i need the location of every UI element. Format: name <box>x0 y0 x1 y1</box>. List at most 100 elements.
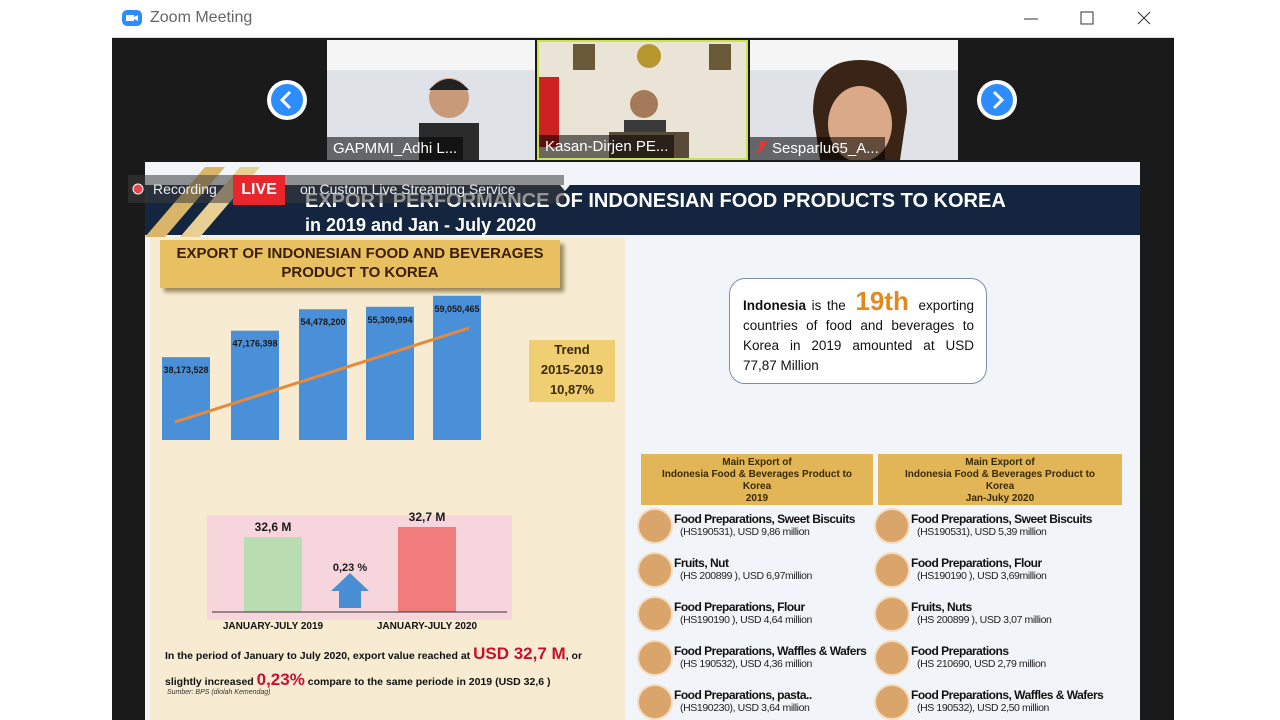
dropdown-caret[interactable] <box>560 185 570 193</box>
charts: 38,173,528 47,176,398 54,478,200 55,309,994… <box>162 295 512 632</box>
product-detail: (HS190531), USD 9,86 million <box>680 526 810 538</box>
product-icon <box>637 552 673 588</box>
note-text: , or <box>565 650 583 662</box>
product-name: Fruits, Nut <box>674 556 729 570</box>
header-line: 2019 <box>745 493 769 504</box>
product-name: Food Preparations <box>911 644 1009 658</box>
rank-text: is the <box>811 298 846 313</box>
header-line: Indonesia Food & Beverages Product to <box>661 469 853 480</box>
product-detail: (HS190190 ), USD 4,64 million <box>680 614 812 626</box>
value-label: 54,478,200 <box>300 317 345 327</box>
value-label: 59,050,465 <box>434 304 479 314</box>
product-name: Food Preparations, Sweet Biscuits <box>674 512 855 526</box>
rank-box: Indonesia is the 19th exporting countrie… <box>729 278 987 384</box>
next-page[interactable] <box>976 79 1020 123</box>
note-text: slightly increased <box>165 676 254 688</box>
bar <box>433 295 481 440</box>
shared-slide: EXPORT PERFORMANCE OF INDONESIAN FOOD PR… <box>145 162 1140 720</box>
value-label: 32,6 M <box>255 520 292 534</box>
value-label: 32,7 M <box>409 510 446 524</box>
table-item: Food Preparations, pasta.. (HS190230), US… <box>674 688 906 714</box>
maximize[interactable] <box>1080 11 1094 25</box>
product-icon <box>637 596 673 632</box>
table-item: Food Preparations (HS 210690, USD 2,79 mi… <box>911 644 1140 670</box>
participant-name: Kasan-Dirjen PE... <box>539 135 675 158</box>
rank-value: 19th <box>855 286 909 316</box>
product-icon <box>874 596 910 632</box>
value-label: 38,173,528 <box>163 365 208 375</box>
product-detail: (HS 210690, USD 2,79 million <box>917 658 1046 670</box>
live-badge[interactable]: LIVE <box>233 175 285 205</box>
product-icon <box>874 552 910 588</box>
note-highlight: 0,23% <box>256 670 305 689</box>
bar <box>244 537 302 612</box>
trend-line <box>174 326 470 424</box>
trend-label: Trend <box>554 342 590 357</box>
product-name: Food Preparations, Sweet Biscuits <box>911 512 1092 526</box>
note-text: In the period of January to July 2020, e… <box>165 650 471 662</box>
product-detail: (HS 200899 ), USD 6,97million <box>680 570 812 582</box>
product-detail: (HS190531), USD 5,39 million <box>917 526 1047 538</box>
zoom-icon <box>122 10 142 26</box>
product-name: Food Preparations, Flour <box>674 600 805 614</box>
product-icon <box>637 684 673 720</box>
trend-value: 10,87% <box>549 382 595 397</box>
x-tick-label: JANUARY-JULY 2020 <box>377 621 478 632</box>
stream-service[interactable]: on Custom Live Streaming Service <box>300 181 516 197</box>
recording-status: Recording <box>153 181 217 197</box>
value-label: 55,309,994 <box>367 315 412 325</box>
value-label: 47,176,398 <box>232 339 277 349</box>
product-icon <box>874 684 910 720</box>
table-item: Fruits, Nut (HS 200899 ), USD 6,97million <box>674 556 906 582</box>
product-name: Food Preparations, pasta.. <box>674 688 812 702</box>
product-detail: (HS190230), USD 3,64 million <box>680 702 810 714</box>
summary-note: In the period of January to July 2020, e… <box>165 642 625 694</box>
muted-icon <box>756 140 768 154</box>
bar <box>398 527 456 612</box>
bar <box>231 330 279 440</box>
note-text: compare to the same periode in 2019 (USD… <box>307 676 551 688</box>
participant-name: Sesparlu65_A... <box>750 137 885 160</box>
product-detail: (HS190190 ), USD 3,69million <box>917 570 1047 582</box>
rank-subject: Indonesia <box>743 298 807 313</box>
product-icon <box>637 640 673 676</box>
header-line: Korea <box>742 481 772 492</box>
video-tile[interactable]: Sesparlu65_A... <box>750 40 958 160</box>
product-detail: (HS 190532), USD 4,36 million <box>680 658 812 670</box>
recording-bar: Recording LIVE on Custom Live Streaming … <box>128 175 570 205</box>
close[interactable] <box>1137 11 1151 25</box>
rank-text: exporting countries of food and beverage… <box>743 298 974 373</box>
product-name: Food Preparations, Waffles & Wafers <box>911 688 1104 702</box>
table-item: Food Preparations, Sweet Biscuits (HS1905… <box>911 512 1140 538</box>
header-line: Jan-Juky 2020 <box>965 493 1035 504</box>
header-line: Korea <box>985 481 1015 492</box>
source: Sumber: BPS (diolah Kemendag) <box>167 689 271 696</box>
video-tile[interactable]: Kasan-Dirjen PE... <box>537 40 748 160</box>
bar <box>366 306 414 440</box>
table-item: Food Preparations, Flour (HS190190 ), USD… <box>911 556 1140 582</box>
zoom-window: Zoom Meeting GAPMMI_Adhi L... Kasan-Dirj… <box>112 0 1174 720</box>
table-header: Main Export of Indonesia Food & Beverages… <box>641 454 873 505</box>
product-icon <box>874 508 910 544</box>
prev-page[interactable] <box>266 79 310 123</box>
product-detail: (HS 200899 ), USD 3,07 million <box>917 614 1052 626</box>
window-title: Zoom Meeting <box>150 9 253 26</box>
window-controls <box>1024 11 1151 25</box>
trend-box: Trend 2015-2019 10,87% <box>529 340 615 402</box>
product-name: Fruits, Nuts <box>911 600 972 614</box>
x-tick-label: JANUARY-JULY 2019 <box>223 621 324 632</box>
chart-title: EXPORT OF INDONESIAN FOOD AND BEVERAGES … <box>160 240 560 288</box>
table-item: Food Preparations, Flour (HS190190 ), USD… <box>674 600 906 626</box>
product-name: Food Preparations, Waffles & Wafers <box>674 644 867 658</box>
table-item: Food Preparations, Sweet Biscuits (HS1905… <box>674 512 906 538</box>
trend-period: 2015-2019 <box>540 362 604 377</box>
table-item: Fruits, Nuts (HS 200899 ), USD 3,07 milli… <box>911 600 1140 626</box>
record-dot <box>132 183 144 195</box>
participant-name: GAPMMI_Adhi L... <box>327 137 464 160</box>
video-tile[interactable]: GAPMMI_Adhi L... <box>327 40 535 160</box>
header-line: Indonesia Food & Beverages Product to <box>904 469 1096 480</box>
up-arrow <box>331 573 369 608</box>
product-icon <box>874 640 910 676</box>
change-label: 0,23 % <box>333 562 367 574</box>
